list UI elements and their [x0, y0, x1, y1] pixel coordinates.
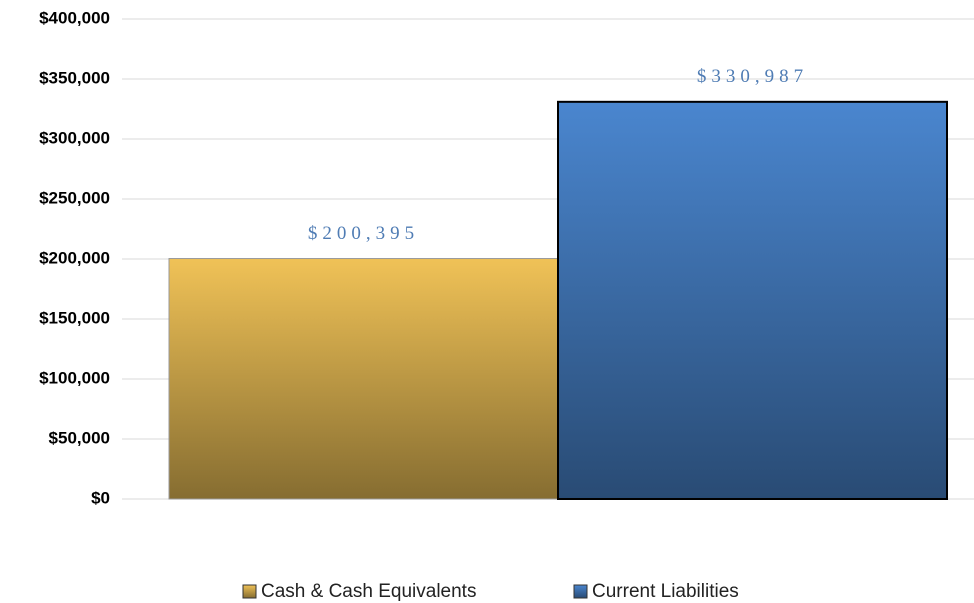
y-tick-label: $400,000 [39, 8, 110, 27]
y-tick-label: $0 [91, 488, 110, 507]
y-tick-label: $50,000 [49, 428, 110, 447]
y-tick-label: $350,000 [39, 68, 110, 87]
legend-label: Cash & Cash Equivalents [261, 581, 476, 602]
data-label: $330,987 [697, 66, 808, 87]
bar [168, 258, 559, 500]
y-tick-label: $250,000 [39, 188, 110, 207]
legend-label: Current Liabilities [592, 581, 739, 602]
y-tick-label: $200,000 [39, 248, 110, 267]
y-tick-label: $100,000 [39, 368, 110, 387]
y-tick-label: $150,000 [39, 308, 110, 327]
legend-swatch [242, 584, 257, 599]
bar [557, 100, 948, 500]
legend-swatch [573, 584, 588, 599]
y-tick-label: $300,000 [39, 128, 110, 147]
data-label: $200,395 [308, 223, 419, 244]
